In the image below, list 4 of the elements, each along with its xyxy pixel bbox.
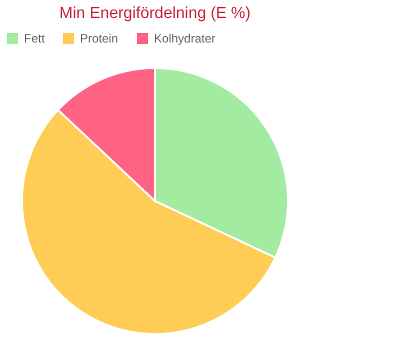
chart-title: Min Energifördelning (E %) (59, 5, 251, 22)
legend-label: Fett (24, 32, 46, 46)
legend-label: Protein (80, 32, 118, 46)
legend-label: Kolhydrater (154, 32, 216, 46)
